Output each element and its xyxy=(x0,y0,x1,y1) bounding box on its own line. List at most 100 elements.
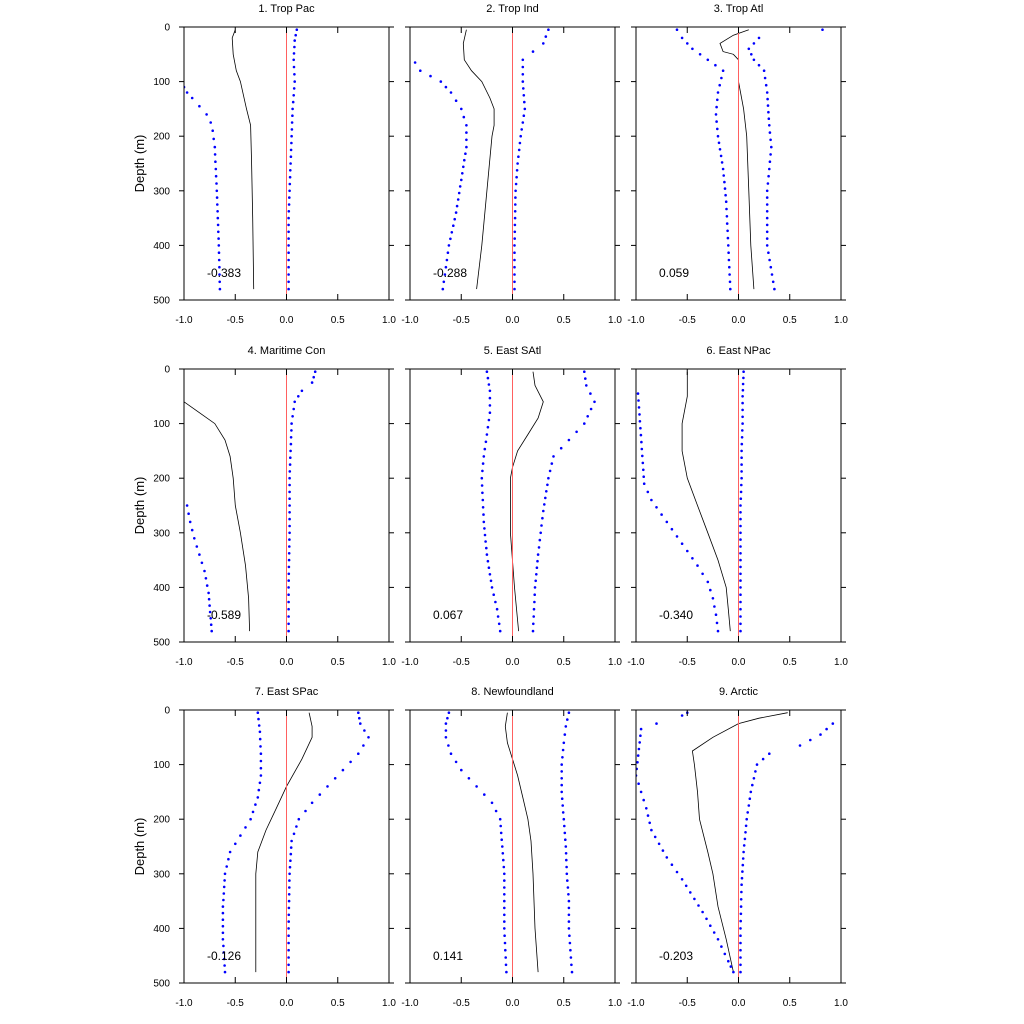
series-upper-point xyxy=(739,898,743,901)
series-upper-point xyxy=(288,879,291,882)
panel-9: 9. Arctic -1.0 -0.5 0.0 0.5 1.0 -0.203 xyxy=(627,686,848,1009)
series-lower-point xyxy=(216,216,220,220)
series-upper-point xyxy=(516,162,519,165)
series-upper-point xyxy=(288,470,292,473)
series-upper-point xyxy=(287,920,291,923)
series-lower-point xyxy=(444,265,448,269)
series-upper-point xyxy=(741,408,744,412)
series-upper-point xyxy=(531,50,535,53)
series-upper-point xyxy=(290,839,293,843)
series-lower-point xyxy=(670,527,674,531)
series-upper-point xyxy=(288,517,291,521)
series-upper-point xyxy=(819,733,822,736)
series-lower-point xyxy=(489,579,493,583)
series-upper-point xyxy=(287,622,290,626)
series-lower-point xyxy=(640,447,644,451)
series-upper-point xyxy=(287,607,290,611)
x-tick-label: 0.0 xyxy=(280,998,294,1009)
series-lower-point xyxy=(461,172,464,175)
x-tick-label: -0.5 xyxy=(227,998,245,1009)
series-upper-point xyxy=(287,948,290,952)
series-lower-point xyxy=(503,941,507,945)
series-lower-point xyxy=(715,621,719,625)
series-lower-point xyxy=(222,957,226,961)
series-lower-point xyxy=(249,817,252,821)
series-lower-point xyxy=(724,200,728,203)
series-lower-point xyxy=(454,760,458,764)
series-upper-point xyxy=(288,497,291,501)
series-upper-point xyxy=(357,711,360,714)
series-upper-point xyxy=(289,148,293,152)
series-upper-point xyxy=(523,107,527,111)
series-upper-point xyxy=(288,196,291,199)
series-lower-point xyxy=(214,174,218,178)
series-lower-point xyxy=(660,513,663,516)
series-lower-point xyxy=(257,788,261,792)
series-lower-point xyxy=(259,774,263,777)
series-upper-point xyxy=(567,438,571,442)
series-upper-point xyxy=(513,280,516,284)
series-lower-point xyxy=(450,231,454,234)
series-upper-point xyxy=(514,189,517,193)
series-upper-point xyxy=(768,752,771,755)
series-lower-point xyxy=(726,236,730,240)
series-upper-point xyxy=(287,237,290,240)
series-lower-point xyxy=(655,506,658,509)
series-upper-point xyxy=(513,244,516,247)
series-lower-point xyxy=(429,74,432,78)
series-lower-point xyxy=(717,141,721,145)
y-tick-label: 400 xyxy=(153,583,170,594)
series-upper-point xyxy=(310,381,314,384)
series-lower-point xyxy=(187,512,190,515)
series-upper-point xyxy=(513,210,517,213)
series-upper-point xyxy=(359,722,362,725)
series-lower-point xyxy=(218,280,221,284)
series-upper-point xyxy=(292,407,296,411)
series-upper-point xyxy=(740,449,743,453)
series-lower-point xyxy=(456,198,460,201)
series-upper-point xyxy=(742,850,745,854)
series-upper-point xyxy=(765,237,769,240)
series-upper-point xyxy=(739,524,742,528)
x-tick-label: 1.0 xyxy=(608,657,622,668)
panel-2: 2. Trop Ind -1.0 -0.5 0.0 0.5 1.0 -0.288 xyxy=(401,3,622,326)
y-tick-label: 0 xyxy=(164,365,170,376)
series-lower-point xyxy=(210,629,213,633)
series-lower-point xyxy=(488,396,492,400)
x-tick-label: 0.5 xyxy=(331,657,345,668)
series-lower-point xyxy=(481,498,485,502)
series-upper-point xyxy=(513,258,516,262)
series-upper-point xyxy=(313,370,317,374)
series-upper-point xyxy=(567,906,571,910)
series-upper-point xyxy=(362,744,365,747)
series-upper-point xyxy=(288,524,291,528)
series-lower-point xyxy=(718,148,722,151)
series-lower-point xyxy=(481,491,484,495)
series-lower-point xyxy=(256,711,260,714)
series-upper-point xyxy=(747,47,751,51)
series-lower-point xyxy=(501,845,504,848)
series-upper-point xyxy=(739,545,742,548)
series-upper-point xyxy=(767,251,770,254)
series-lower-point xyxy=(729,965,733,968)
series-upper-point xyxy=(763,76,767,80)
panel-5: 5. East SAtl -1.0 -0.5 0.0 0.5 1.0 0.067 xyxy=(401,345,622,668)
series-upper-point xyxy=(289,456,292,460)
series-upper-point xyxy=(290,128,294,131)
series-lower-point xyxy=(665,856,669,859)
series-lower-point xyxy=(636,761,639,764)
series-lower-point xyxy=(488,404,492,407)
series-upper-point xyxy=(288,865,292,869)
y-tick-label: 0 xyxy=(164,706,170,717)
series-lower-point xyxy=(719,154,723,158)
y-tick-label: 100 xyxy=(153,77,170,88)
series-upper-point xyxy=(741,395,744,398)
series-upper-point xyxy=(538,538,542,542)
series-lower-point xyxy=(641,454,644,458)
y-tick-label: 400 xyxy=(153,241,170,252)
series-lower-point xyxy=(463,158,466,162)
series-upper-point xyxy=(292,58,296,62)
series-upper-point xyxy=(290,134,293,138)
series-upper-point xyxy=(747,804,751,807)
x-tick-label: 0.5 xyxy=(783,657,797,668)
